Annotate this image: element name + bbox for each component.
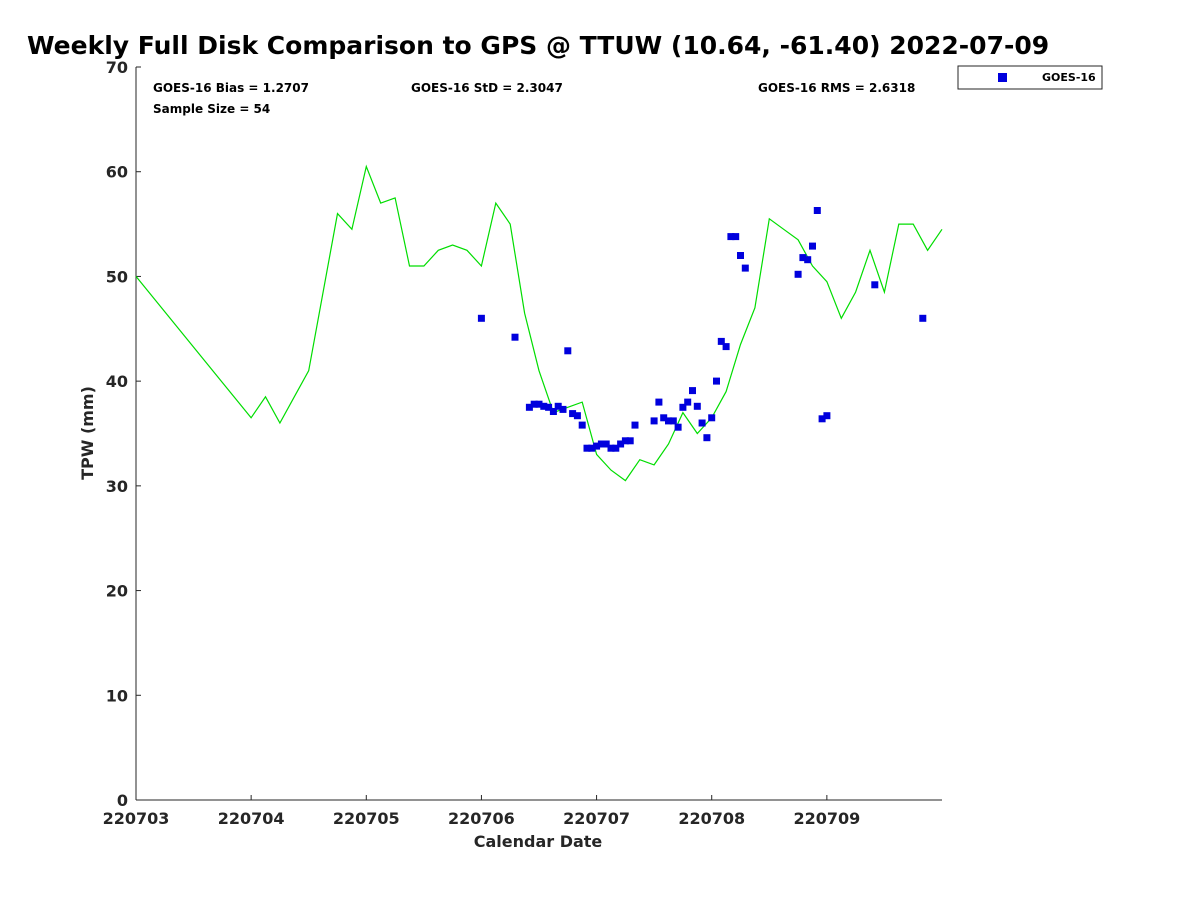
data-point-goes16 [578, 421, 586, 429]
data-point-goes16 [813, 207, 821, 214]
data-point-goes16 [602, 440, 610, 448]
std-stat: GOES-16 StD = 2.3047 [411, 81, 563, 95]
y-tick-label: 70 [106, 58, 128, 77]
bias-stat: GOES-16 Bias = 1.2707 [153, 81, 309, 95]
data-point-goes16 [564, 347, 572, 355]
legend-label-goes16: GOES-16 [1042, 71, 1096, 84]
legend-box [957, 65, 1103, 90]
y-tick-label: 30 [106, 477, 128, 496]
data-point-goes16 [794, 270, 802, 278]
data-point-goes16 [617, 440, 625, 448]
series-layer [135, 164, 943, 482]
data-point-goes16 [698, 419, 706, 427]
data-point-goes16 [689, 387, 696, 395]
data-point-goes16 [708, 414, 716, 422]
data-point-goes16 [588, 444, 596, 452]
data-point-goes16 [665, 417, 672, 425]
x-tick-label: 220704 [218, 809, 285, 828]
legend: GOES-16 [957, 65, 1103, 90]
data-point-goes16 [713, 377, 720, 385]
data-point-goes16 [722, 343, 730, 351]
data-point-goes16 [732, 233, 740, 241]
data-point-goes16 [804, 256, 812, 264]
y-tick-label: 20 [106, 582, 128, 601]
data-point-goes16 [530, 400, 538, 408]
data-point-goes16 [799, 254, 807, 262]
data-point-goes16 [535, 400, 543, 408]
data-point-goes16 [583, 444, 591, 452]
rms-stat: GOES-16 RMS = 2.6318 [758, 81, 915, 95]
data-point-goes16 [679, 403, 687, 411]
data-point-goes16 [669, 417, 677, 425]
y-tick-label: 40 [106, 372, 128, 391]
y-tick-label: 50 [106, 267, 128, 286]
data-point-goes16 [727, 233, 735, 241]
data-point-goes16 [597, 440, 605, 448]
data-point-goes16 [612, 444, 620, 452]
sample-size-stat: Sample Size = 54 [153, 102, 270, 116]
chart-title: Weekly Full Disk Comparison to GPS @ TTU… [27, 31, 1049, 60]
data-point-goes16 [554, 402, 562, 410]
data-point-goes16 [631, 421, 639, 429]
data-point-goes16 [703, 434, 711, 442]
data-point-goes16 [684, 398, 692, 406]
data-point-goes16 [655, 398, 663, 406]
data-point-goes16 [717, 337, 725, 345]
data-point-goes16 [823, 412, 831, 420]
data-point-goes16 [607, 444, 615, 452]
x-tick-label: 220705 [333, 809, 400, 828]
data-point-goes16 [511, 333, 519, 341]
data-point-goes16 [549, 408, 557, 415]
plot-area [135, 67, 942, 801]
x-ticks: 220703 220704 220705 220706 220707 220708 2207… [103, 795, 860, 828]
data-point-goes16 [693, 402, 701, 410]
y-ticks: 0 10 20 30 40 50 60 70 [106, 58, 141, 810]
x-tick-label: 220706 [448, 809, 515, 828]
data-point-goes16 [559, 405, 567, 413]
y-axis-label: TPW (mm) [78, 386, 97, 480]
y-tick-label: 60 [106, 163, 128, 182]
data-point-goes16 [919, 314, 927, 322]
data-point-goes16 [545, 403, 553, 411]
data-point-goes16 [540, 402, 548, 410]
data-point-goes16 [741, 264, 749, 272]
data-point-goes16 [621, 437, 629, 445]
data-point-goes16 [737, 252, 744, 259]
data-point-goes16 [674, 423, 682, 431]
data-point-goes16 [569, 410, 577, 418]
y-tick-label: 10 [106, 686, 128, 705]
x-tick-label: 220707 [563, 809, 630, 828]
data-point-goes16 [650, 417, 658, 425]
data-point-goes16 [871, 281, 879, 289]
x-tick-label: 220709 [793, 809, 860, 828]
x-tick-label: 220708 [678, 809, 745, 828]
legend-marker-goes16 [998, 73, 1007, 82]
data-point-goes16 [593, 442, 601, 450]
x-axis-label: Calendar Date [474, 832, 603, 851]
data-point-goes16 [573, 412, 581, 420]
data-point-goes16 [626, 437, 634, 445]
data-point-goes16 [818, 415, 826, 423]
series-line-gps [135, 164, 943, 482]
data-point-goes16 [660, 414, 668, 422]
x-tick-label: 220703 [103, 809, 170, 828]
data-point-goes16 [477, 314, 485, 322]
data-point-goes16 [525, 403, 533, 411]
data-point-goes16 [809, 242, 816, 250]
y-tick-label: 0 [117, 791, 128, 810]
